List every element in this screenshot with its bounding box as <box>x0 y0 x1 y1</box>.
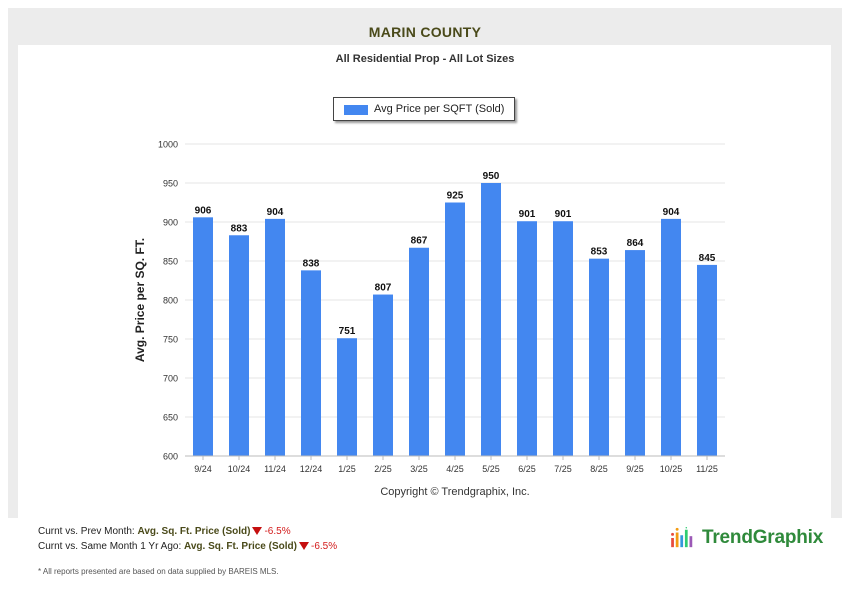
data-label: 906 <box>195 205 212 216</box>
data-label: 950 <box>483 171 500 182</box>
y-tick-label: 950 <box>163 179 178 189</box>
stat-year-ago-value: -6.5% <box>310 541 338 552</box>
page-title: MARIN COUNTY <box>368 24 482 40</box>
data-label: 751 <box>339 326 356 337</box>
bar <box>445 202 465 456</box>
data-label: 901 <box>555 209 572 220</box>
bar <box>409 247 429 456</box>
x-tick-label: 5/25 <box>482 464 500 474</box>
chart-legend[interactable]: Avg Price per SQFT (Sold) <box>333 97 515 121</box>
x-tick-label: 7/25 <box>554 464 572 474</box>
y-tick-label: 750 <box>163 335 178 345</box>
data-label: 864 <box>627 238 644 249</box>
x-tick-label: 10/24 <box>228 464 251 474</box>
y-tick-label: 600 <box>163 452 178 462</box>
data-label: 845 <box>699 253 716 264</box>
bar <box>265 218 285 456</box>
data-label: 901 <box>519 209 536 220</box>
x-tick-label: 6/25 <box>518 464 536 474</box>
x-tick-label: 4/25 <box>446 464 464 474</box>
x-tick-label: 10/25 <box>660 464 683 474</box>
stat-year-ago-prefix: Curnt vs. Same Month 1 Yr Ago: <box>38 541 182 552</box>
x-tick-label: 9/25 <box>626 464 644 474</box>
stat-prev-month: Curnt vs. Prev Month: Avg. Sq. Ft. Price… <box>38 526 291 537</box>
y-tick-label: 700 <box>163 374 178 384</box>
data-label: 838 <box>303 258 320 269</box>
stat-prev-month-prefix: Curnt vs. Prev Month: <box>38 526 135 537</box>
data-label: 853 <box>591 247 608 258</box>
bar <box>337 338 357 456</box>
data-label: 883 <box>231 223 248 234</box>
y-tick-label: 1000 <box>158 140 178 150</box>
y-axis-label: Avg. Price per SQ. FT. <box>133 238 147 362</box>
y-axis-ticks: 600 650 700 750 800 850 900 950 1000 <box>158 140 178 462</box>
bar <box>193 217 213 456</box>
bar <box>661 218 681 456</box>
bar <box>553 221 573 456</box>
x-tick-label: 8/25 <box>590 464 608 474</box>
x-tick-label: 11/25 <box>696 464 718 474</box>
x-tick-label: 3/25 <box>410 464 428 474</box>
bar <box>697 264 717 456</box>
bar <box>625 250 645 456</box>
data-labels: 906 883 904 838 751 807 867 925 950 901 901 853 864 9… <box>195 171 716 337</box>
bar <box>229 235 249 456</box>
bar <box>481 183 501 456</box>
x-tick-label: 2/25 <box>374 464 392 474</box>
y-tick-label: 650 <box>163 413 178 423</box>
bar <box>589 258 609 456</box>
data-label: 807 <box>375 283 392 294</box>
x-tick-label: 11/24 <box>264 464 286 474</box>
stat-prev-month-value: -6.5% <box>264 526 291 537</box>
copyright-text: Copyright © Trendgraphix, Inc. <box>380 486 530 498</box>
bar <box>301 270 321 456</box>
data-label: 904 <box>267 207 284 218</box>
x-axis-ticks: 9/24 10/24 11/24 12/24 1/25 2/25 3/25 4/25 5/25 6… <box>185 455 725 474</box>
x-tick-label: 9/24 <box>194 464 212 474</box>
x-tick-label: 1/25 <box>338 464 356 474</box>
trendgraphix-bars-icon <box>671 527 693 548</box>
y-tick-label: 800 <box>163 296 178 306</box>
down-arrow-icon <box>298 542 309 550</box>
stat-prev-month-metric: Avg. Sq. Ft. Price (Sold) <box>137 526 251 537</box>
stat-year-ago: Curnt vs. Same Month 1 Yr Ago: Avg. Sq. … <box>38 541 337 552</box>
bar <box>373 294 393 456</box>
trendgraphix-logo: TrendGraphix <box>702 527 824 548</box>
legend-label: Avg Price per SQFT (Sold) <box>374 103 505 115</box>
data-label: 867 <box>411 236 428 247</box>
data-label: 925 <box>447 191 464 202</box>
x-tick-label: 12/24 <box>300 464 323 474</box>
chart-subtitle: All Residential Prop - All Lot Sizes <box>335 53 515 65</box>
data-label: 904 <box>663 207 680 218</box>
stat-year-ago-metric: Avg. Sq. Ft. Price (Sold) <box>184 541 297 552</box>
legend-swatch <box>344 105 368 115</box>
y-tick-label: 900 <box>163 218 178 228</box>
down-arrow-icon <box>252 527 263 535</box>
y-tick-label: 850 <box>163 257 178 267</box>
footnote: * All reports presented are based on dat… <box>38 567 279 576</box>
bar <box>517 221 537 456</box>
bars <box>193 183 717 456</box>
